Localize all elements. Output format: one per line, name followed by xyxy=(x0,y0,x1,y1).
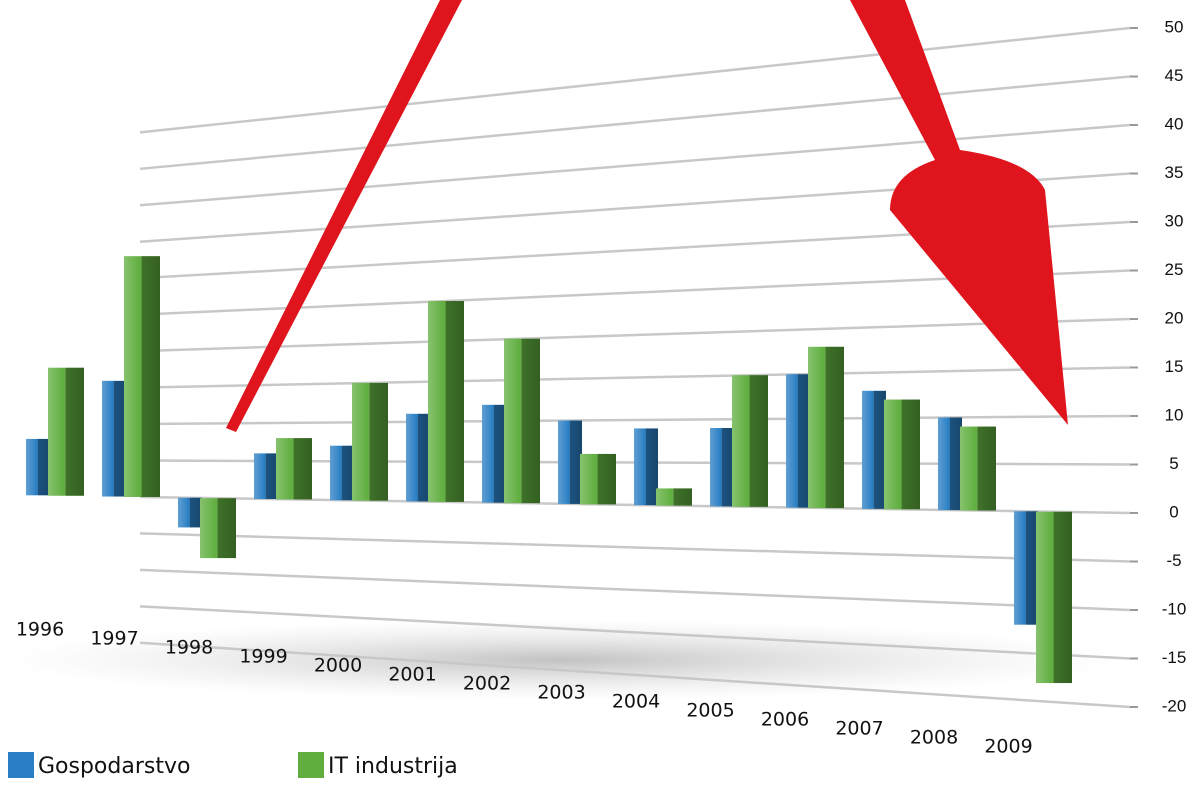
bar-shade xyxy=(102,380,126,497)
bar-shade xyxy=(48,367,84,496)
bar-shade xyxy=(428,301,464,502)
y-tick-label: 5 xyxy=(1169,454,1178,473)
x-tick-label: 2000 xyxy=(314,655,362,677)
bar-shade xyxy=(710,428,734,507)
grid-line xyxy=(139,123,1131,207)
y-tick-label: 25 xyxy=(1165,260,1184,279)
y-tick-label: -15 xyxy=(1162,648,1187,667)
x-tick-label: 1996 xyxy=(16,619,64,641)
bar-shade xyxy=(504,338,540,504)
bar-shade xyxy=(200,498,236,559)
bar-shade xyxy=(406,413,430,502)
grid-line xyxy=(139,641,1131,709)
bar-shade xyxy=(580,453,616,505)
bar-shade xyxy=(26,438,50,496)
legend-swatch xyxy=(298,752,324,778)
x-tick-label: 2007 xyxy=(835,718,883,740)
y-tick-label: 0 xyxy=(1169,502,1178,521)
bar-shade xyxy=(124,256,160,497)
arrow-up xyxy=(226,0,462,432)
bar-shade xyxy=(732,375,768,507)
legend-label: Gospodarstvo xyxy=(38,754,190,779)
legend-swatch xyxy=(8,752,34,778)
bar-shade xyxy=(482,404,506,503)
y-tick-label: -10 xyxy=(1162,599,1187,618)
arrow-down xyxy=(850,0,1068,425)
bar-shade xyxy=(862,390,886,509)
x-tick-label: 2004 xyxy=(612,691,660,713)
bar-shade xyxy=(254,453,278,499)
bar-shade xyxy=(938,417,962,511)
bar-shade xyxy=(1014,511,1038,625)
bar-shade xyxy=(786,374,810,508)
bar-shade xyxy=(634,428,658,506)
x-tick-label: 2009 xyxy=(984,736,1032,758)
y-tick-label: 30 xyxy=(1165,211,1184,230)
x-tick-label: 1997 xyxy=(90,628,138,650)
bar-shade xyxy=(1036,511,1072,684)
grid-line xyxy=(139,366,1131,389)
legend-label: IT industrija xyxy=(328,754,458,779)
x-tick-label: 1999 xyxy=(239,646,287,668)
y-tick-label: -20 xyxy=(1162,696,1187,715)
grid-line xyxy=(139,75,1131,171)
x-tick-label: 2003 xyxy=(537,682,585,704)
bar-shade xyxy=(352,382,388,501)
y-tick-label: 15 xyxy=(1165,357,1184,376)
bar-shade xyxy=(330,445,354,501)
bar-shade xyxy=(178,497,202,528)
y-tick-label: 50 xyxy=(1165,17,1184,36)
grid-line xyxy=(139,26,1131,134)
x-tick-label: 1998 xyxy=(165,637,213,659)
x-tick-label: 2008 xyxy=(910,727,958,749)
y-tick-label: 35 xyxy=(1165,163,1184,182)
bar-shade xyxy=(884,399,920,510)
bar-shade xyxy=(558,420,582,504)
bar-shade xyxy=(960,426,996,511)
y-tick-label: 45 xyxy=(1165,66,1184,85)
y-tick-label: -5 xyxy=(1166,551,1181,570)
grid-line xyxy=(139,317,1131,353)
floor-shadow xyxy=(0,620,1120,700)
x-tick-label: 2006 xyxy=(761,709,809,731)
bar-shade xyxy=(656,488,692,506)
grid-line xyxy=(139,414,1131,426)
x-tick-label: 2002 xyxy=(463,673,511,695)
grid-line xyxy=(139,568,1131,612)
x-tick-label: 2005 xyxy=(686,700,734,722)
grid-line xyxy=(139,532,1131,563)
x-tick-label: 2001 xyxy=(388,664,436,686)
bar-shade xyxy=(276,438,312,500)
bar-shade xyxy=(808,346,844,509)
grid-line xyxy=(139,605,1131,660)
y-tick-label: 10 xyxy=(1165,405,1184,424)
y-tick-label: 20 xyxy=(1165,308,1184,327)
legend: Gospodarstvo IT industrija xyxy=(8,752,458,779)
y-tick-label: 40 xyxy=(1165,114,1184,133)
